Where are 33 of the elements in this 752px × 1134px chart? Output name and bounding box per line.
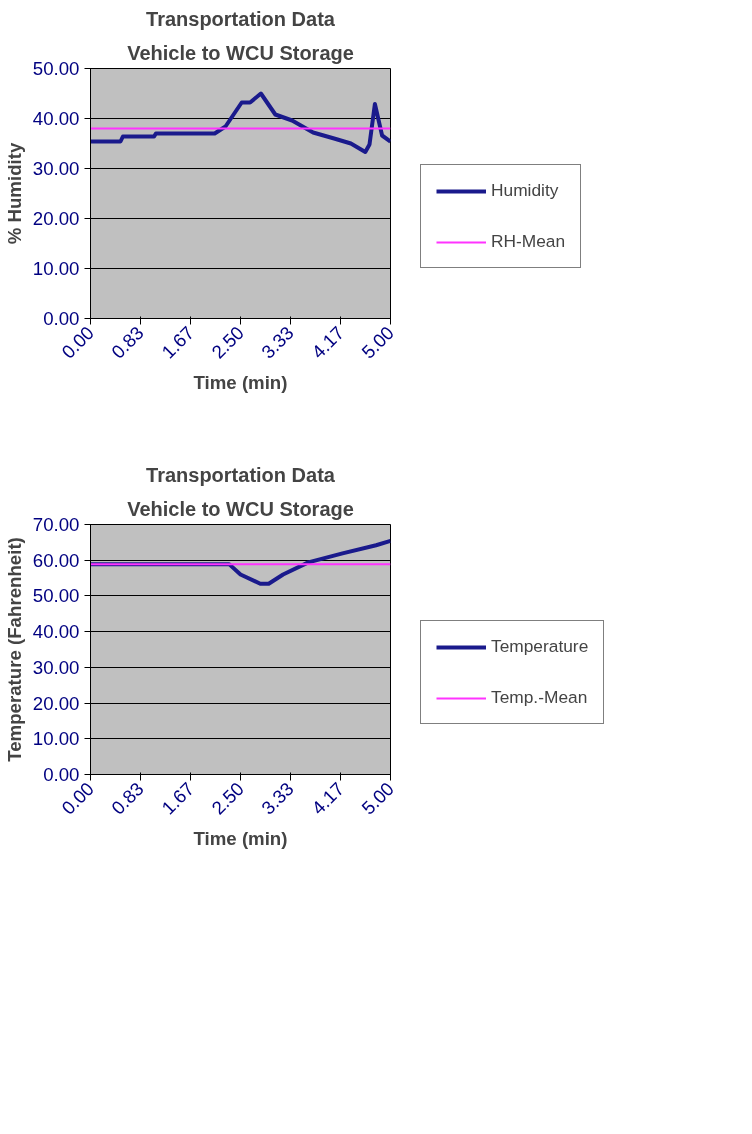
y-tick-label: 10.00 — [32, 258, 80, 279]
x-tick-label: 3.33 — [257, 322, 298, 363]
y-tick-label: 20.00 — [32, 208, 80, 229]
legend-label: Temp.-Mean — [491, 687, 588, 708]
y-tick-label: 30.00 — [32, 656, 80, 678]
y-tick-label: 40.00 — [32, 108, 80, 129]
legend-label: Temperature — [491, 636, 589, 657]
x-axis-title: Time (min) — [193, 372, 288, 394]
line-series — [90, 91, 391, 154]
y-tick-label: 50.00 — [32, 58, 80, 79]
y-tick-label: 30.00 — [32, 158, 80, 179]
legend-label: RH-Mean — [491, 231, 566, 252]
legend-label: Humidity — [491, 180, 559, 201]
chart-subtitle: Vehicle to WCU Storage — [127, 41, 354, 64]
chart-subtitle: Vehicle to WCU Storage — [127, 497, 354, 520]
x-tick-label: 5.00 — [357, 322, 398, 363]
chart-title: Transportation Data — [146, 7, 336, 30]
y-axis-title: % Humidity — [3, 142, 25, 245]
x-tick-label: 0.83 — [107, 778, 148, 819]
y-tick-label: 0.00 — [43, 764, 80, 785]
y-tick-label: 70.00 — [32, 514, 80, 535]
x-axis-title: Time (min) — [193, 828, 288, 850]
x-tick-label: 0.83 — [107, 322, 148, 363]
chart-title: Transportation Data — [146, 463, 336, 486]
x-tick-label: 3.33 — [257, 778, 298, 819]
y-axis-title: Temperature (Fahrenheit) — [3, 537, 25, 762]
x-tick-label: 5.00 — [357, 778, 398, 819]
y-tick-label: 10.00 — [32, 728, 80, 750]
y-tick-label: 50.00 — [32, 585, 80, 607]
y-tick-label: 40.00 — [32, 621, 80, 643]
y-tick-label: 0.00 — [43, 308, 80, 329]
y-tick-label: 20.00 — [32, 692, 80, 714]
y-tick-label: 60.00 — [32, 549, 80, 571]
